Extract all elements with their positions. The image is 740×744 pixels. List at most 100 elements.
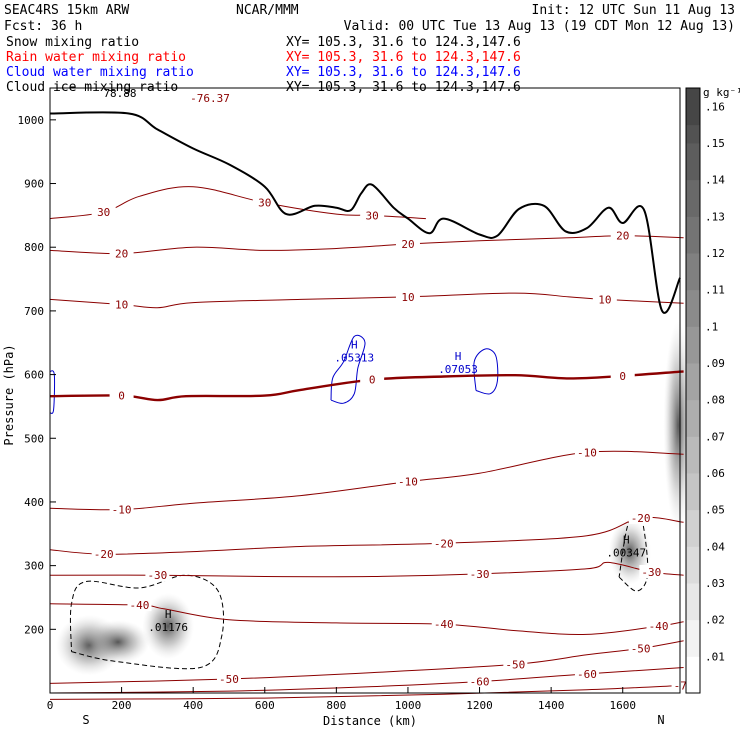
x-tick-label: 800 <box>326 699 346 712</box>
contour-label-bg <box>610 228 635 242</box>
colorbar-frame <box>685 87 701 694</box>
contour-label-bg <box>431 536 456 550</box>
contour-label-bg <box>91 547 116 561</box>
y-tick-label: 900 <box>24 178 44 191</box>
shaded-blob <box>142 593 194 660</box>
maximum-value: .05313 <box>334 352 374 365</box>
colorbar-segment <box>686 179 700 217</box>
isotherm-0 <box>49 370 684 402</box>
colorbar-label: .03 <box>705 577 725 590</box>
contour-label: -20 <box>631 512 651 525</box>
contour-label: -50 <box>219 673 239 686</box>
colorbar-segment <box>686 436 700 474</box>
isotherm-10 <box>49 292 684 309</box>
y-tick-label: 1000 <box>18 114 45 127</box>
contour-label: -10 <box>398 476 418 489</box>
contour-label-bg <box>574 445 599 459</box>
colorbar-label: .06 <box>705 467 725 480</box>
colorbar-segment <box>686 88 700 126</box>
colorbar-unit: g kg⁻¹ <box>703 86 740 99</box>
contour-label: 30 <box>366 209 379 222</box>
maximum-marker: H <box>455 350 462 363</box>
colorbar: .01 .02 .03 .04 .05 .06 .07 .08 .09 .1 .11 .12 .13 .1… <box>685 86 740 694</box>
colorbar-label: .1 <box>705 320 718 333</box>
colorbar-segment <box>686 473 700 511</box>
y-tick-label: 700 <box>24 305 44 318</box>
y-tick-label: 300 <box>24 560 44 573</box>
contour-label-bg <box>467 674 492 688</box>
contour-label-bg <box>395 289 420 303</box>
contour-label-bg <box>109 388 134 402</box>
colorbar-label: .12 <box>705 247 725 260</box>
field-xy-range: XY= 105.3, 31.6 to 124.3,147.6 <box>286 65 521 80</box>
init-time: Init: 12 UTC Sun 11 Aug 13 <box>532 3 736 18</box>
contour-label-bg <box>467 566 492 580</box>
contour-label-bg <box>395 474 420 488</box>
y-axis-title: Pressure (hPa) <box>2 344 16 445</box>
colorbar-segment <box>686 619 700 657</box>
colorbar-label: .02 <box>705 614 725 627</box>
x-tick-label: 600 <box>255 699 275 712</box>
colorbar-label: .05 <box>705 504 725 517</box>
contour-label: -60 <box>577 668 597 681</box>
y-tick-label: 200 <box>24 623 44 636</box>
colorbar-segment <box>686 326 700 364</box>
colorbar-segment <box>686 546 700 584</box>
colorbar-label: .07 <box>705 430 725 443</box>
colorbar-label: .11 <box>705 284 725 297</box>
contour-label-bg <box>395 237 420 251</box>
contour-label-bg <box>503 657 528 671</box>
contour-label: -40 <box>434 618 454 631</box>
colorbar-segment <box>686 509 700 547</box>
producer-label: NCAR/MMM <box>236 3 299 18</box>
maximum-value: .07053 <box>438 363 478 376</box>
contour-label-bg <box>639 565 664 578</box>
cloud-ice-contour <box>618 510 649 592</box>
colorbar-segment <box>686 143 700 181</box>
x-tick-label: 400 <box>183 699 203 712</box>
contour-label: 10 <box>115 299 128 312</box>
isotherm--70 <box>49 684 684 700</box>
contour-label: 0 <box>619 370 626 383</box>
field-label: Cloud water mixing ratio <box>6 65 194 80</box>
contour-label: -50 <box>631 642 651 655</box>
colorbar-segment <box>686 363 700 401</box>
contour-label: -10 <box>112 504 132 517</box>
contour-label: 0 <box>118 390 125 403</box>
maximum-value: .00347 <box>606 547 646 560</box>
contour-label-bg <box>109 502 134 516</box>
contour-label: -30 <box>147 569 167 582</box>
x-tick-label: 1400 <box>538 699 565 712</box>
plot-frame <box>49 87 681 694</box>
contour-label: -20 <box>94 548 114 561</box>
x-axis-title: Distance (km) <box>323 714 417 728</box>
contour-label-bg <box>145 568 170 582</box>
endpoint-right: N <box>657 713 664 727</box>
maximum-marker: H <box>623 534 630 547</box>
colorbar-segment <box>686 656 700 694</box>
x-tick-label: 1600 <box>609 699 636 712</box>
maximum-value: .01176 <box>148 621 188 634</box>
contour-label-bg <box>127 598 152 612</box>
colorbar-segment <box>686 216 700 254</box>
contour-label-bg <box>592 292 617 306</box>
y-tick-label: 800 <box>24 241 44 254</box>
colorbar-segment <box>686 583 700 621</box>
isotherm--20 <box>49 516 684 555</box>
x-axis: 0 200 400 600 800 1000 1200 1400 1600 <box>47 687 636 712</box>
colorbar-label: .01 <box>705 650 725 663</box>
contour-label-bg <box>431 617 456 631</box>
colorbar-label: .13 <box>705 210 725 223</box>
cloud-water-contour <box>473 348 499 395</box>
field-legend: Snow mixing ratio XY= 105.3, 31.6 to 124.… <box>6 35 521 95</box>
contour-label-bg <box>610 368 635 382</box>
field-xy-range: XY= 105.3, 31.6 to 124.3,147.6 <box>286 35 521 50</box>
maximum-marker: H <box>165 608 172 621</box>
contour-label-bg <box>109 297 134 311</box>
forecast-hour: Fcst: 36 h <box>4 19 82 34</box>
colorbar-label: .14 <box>705 174 725 187</box>
isotherm--30 <box>49 561 684 578</box>
contour-label-bg <box>360 208 385 222</box>
